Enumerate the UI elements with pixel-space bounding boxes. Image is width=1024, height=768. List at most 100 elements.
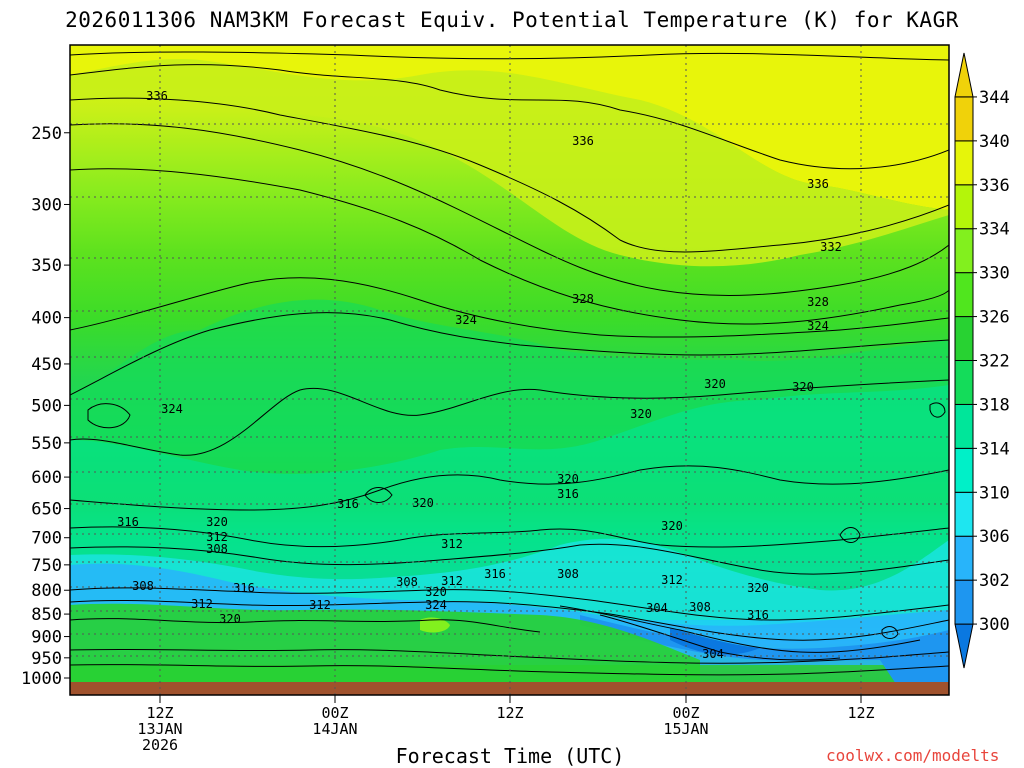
y-tick-label: 900 <box>31 628 62 648</box>
x-tick-label: 12Z <box>847 704 874 722</box>
contour-line <box>70 618 541 633</box>
colorbar-swatch <box>954 447 974 493</box>
colorbar-label: 300 <box>979 615 1010 635</box>
contour-line <box>70 648 949 664</box>
contour-line <box>70 51 949 61</box>
colorbar-label: 336 <box>979 176 1010 196</box>
colorbar-label: 318 <box>979 395 1010 415</box>
x-tick-label: 13JAN <box>137 720 182 738</box>
contour-line <box>87 403 131 429</box>
contour-line <box>70 277 949 338</box>
y-tick-label: 450 <box>31 355 62 375</box>
x-tick-label: 15JAN <box>663 720 708 738</box>
x-tick-label: 00Z <box>672 704 699 722</box>
contour-line <box>70 168 949 325</box>
contour-label: 336 <box>572 134 594 148</box>
contour-label: 312 <box>191 597 213 611</box>
colorbar-swatch <box>954 184 974 230</box>
colorbar-swatch <box>954 360 974 405</box>
contour-label: 320 <box>206 515 228 529</box>
y-tick-label: 700 <box>31 529 62 549</box>
contour-label: 336 <box>807 177 829 191</box>
y-tick-label: 400 <box>31 309 62 329</box>
y-tick-label: 800 <box>31 581 62 601</box>
x-tick-label: 14JAN <box>312 720 357 738</box>
colorbar-swatch <box>954 140 974 186</box>
colorbar-label: 322 <box>979 352 1010 372</box>
contour-line <box>70 97 949 253</box>
region-300-302 <box>670 628 760 655</box>
contour-label: 312 <box>441 574 463 588</box>
contour-label: 308 <box>396 575 418 589</box>
contour-line <box>929 402 946 418</box>
contour-label: 328 <box>807 295 829 309</box>
region-302-306 <box>580 615 949 690</box>
contour-label: 320 <box>747 581 769 595</box>
contour-label: 308 <box>132 579 154 593</box>
x-tick-label: 2026 <box>142 736 178 754</box>
contour-label: 304 <box>702 647 724 661</box>
x-tick-label: 12Z <box>496 704 523 722</box>
colorbar: 300 302 306 310 314 318 322 326 330 334 336 340 344 <box>954 52 1010 669</box>
contour-label: 312 <box>441 537 463 551</box>
contour-label: 312 <box>206 530 228 544</box>
colorbar-swatch <box>954 316 974 362</box>
colorbar-label: 326 <box>979 308 1010 328</box>
y-tick-label: 650 <box>31 500 62 520</box>
contour-label: 312 <box>309 598 331 612</box>
colorbar-label: 310 <box>979 483 1010 503</box>
contour-label: 336 <box>146 89 168 103</box>
colorbar-label: 314 <box>979 439 1010 459</box>
contour-label: 320 <box>412 496 434 510</box>
colorbar-label: 334 <box>979 220 1010 240</box>
contour-label: 316 <box>117 515 139 529</box>
x-tick-label: 12Z <box>146 704 173 722</box>
contour-label: 320 <box>661 519 683 533</box>
region-326-330-lower <box>70 603 700 690</box>
contour-label: 320 <box>704 377 726 391</box>
contour-label: 320 <box>557 472 579 486</box>
colorbar-swatch <box>954 403 974 449</box>
contour-label: 324 <box>161 402 183 416</box>
region-330-pocket <box>420 617 450 633</box>
contour-line <box>70 465 949 511</box>
contour-label: 320 <box>630 407 652 421</box>
contour-label: 316 <box>484 567 506 581</box>
contour-label: 308 <box>557 567 579 581</box>
contour-line <box>70 312 949 396</box>
colorbar-swatch <box>954 52 974 98</box>
y-tick-label: 300 <box>31 195 62 215</box>
contour-line <box>70 123 949 296</box>
y-tick-label: 950 <box>31 649 62 669</box>
contour-label: 320 <box>425 585 447 599</box>
contour-label: 308 <box>206 542 228 556</box>
colorbar-label: 302 <box>979 571 1010 591</box>
y-tick-label: 1000 <box>21 669 62 689</box>
contour-label: 316 <box>337 497 359 511</box>
colorbar-label: 330 <box>979 264 1010 284</box>
contour-label: 316 <box>557 487 579 501</box>
colorbar-swatch <box>954 96 974 142</box>
y-tick-label: 250 <box>31 124 62 144</box>
contour-line <box>839 527 861 543</box>
contour-line <box>70 543 949 575</box>
y-tick-label: 350 <box>31 256 62 276</box>
colorbar-label: 344 <box>979 88 1010 108</box>
contour-line <box>70 379 949 456</box>
colorbar-swatch <box>954 272 974 318</box>
contour-label: 320 <box>219 612 241 626</box>
y-axis: 250 300 350 400 450 500 550 600 650 700 750 800 850 9… <box>21 124 70 689</box>
y-tick-label: 550 <box>31 434 62 454</box>
contour-line <box>881 626 899 639</box>
y-tick-label: 500 <box>31 396 62 416</box>
contour-label: 320 <box>792 380 814 394</box>
x-tick-label: 00Z <box>321 704 348 722</box>
contour-label: 316 <box>233 581 255 595</box>
contour-label: 304 <box>646 601 668 615</box>
region-336-plus <box>70 45 949 210</box>
credit-text: coolwx.com/modelts <box>826 746 1000 765</box>
contour-line <box>70 587 949 621</box>
contour-label: 308 <box>689 600 711 614</box>
